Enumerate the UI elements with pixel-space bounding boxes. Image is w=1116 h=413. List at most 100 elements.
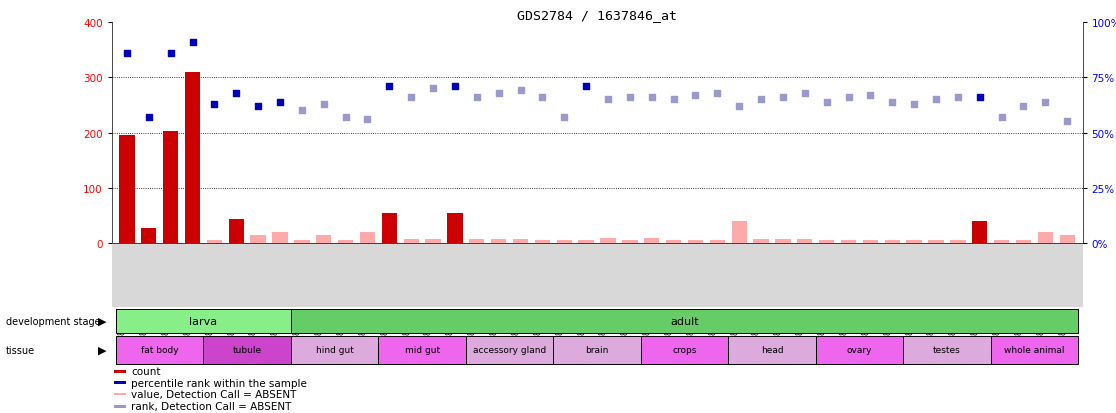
Bar bbox=[359, 233, 375, 244]
Point bbox=[402, 95, 420, 101]
Text: hind gut: hind gut bbox=[316, 346, 354, 354]
Text: rank, Detection Call = ABSENT: rank, Detection Call = ABSENT bbox=[131, 401, 291, 411]
Bar bbox=[316, 235, 331, 244]
Point bbox=[337, 114, 355, 121]
Bar bbox=[950, 241, 965, 244]
Bar bbox=[776, 239, 790, 244]
Bar bbox=[291, 336, 378, 364]
Point bbox=[162, 50, 180, 57]
Bar bbox=[291, 309, 1078, 333]
Bar bbox=[448, 213, 462, 244]
Bar bbox=[929, 241, 944, 244]
Point bbox=[775, 95, 792, 101]
Bar bbox=[578, 241, 594, 244]
Point bbox=[730, 103, 748, 110]
Bar bbox=[623, 241, 637, 244]
Text: accessory gland: accessory gland bbox=[473, 346, 546, 354]
Text: tubule: tubule bbox=[232, 346, 262, 354]
Text: ovary: ovary bbox=[847, 346, 873, 354]
Bar bbox=[465, 336, 554, 364]
Bar bbox=[903, 336, 991, 364]
Bar bbox=[163, 132, 179, 244]
Bar bbox=[535, 241, 550, 244]
Bar bbox=[469, 239, 484, 244]
Text: larva: larva bbox=[190, 316, 218, 326]
Bar bbox=[272, 233, 288, 244]
Bar bbox=[1016, 241, 1031, 244]
Point bbox=[796, 90, 814, 97]
Bar bbox=[710, 241, 725, 244]
Bar bbox=[732, 221, 747, 244]
Bar bbox=[991, 336, 1078, 364]
Bar bbox=[116, 309, 291, 333]
Bar bbox=[206, 241, 222, 244]
Point bbox=[884, 99, 902, 106]
Bar bbox=[114, 381, 126, 384]
Point bbox=[292, 108, 310, 114]
Bar bbox=[863, 241, 878, 244]
Point bbox=[862, 93, 879, 99]
Bar bbox=[114, 405, 126, 408]
Point bbox=[599, 97, 617, 103]
Point bbox=[118, 50, 136, 57]
Bar bbox=[906, 241, 922, 244]
Bar bbox=[141, 228, 156, 244]
Bar bbox=[557, 241, 571, 244]
Text: adult: adult bbox=[671, 316, 699, 326]
Point bbox=[490, 90, 508, 97]
Bar bbox=[554, 336, 641, 364]
Point bbox=[381, 83, 398, 90]
Point bbox=[971, 95, 989, 101]
Bar bbox=[1038, 233, 1054, 244]
Bar bbox=[382, 213, 397, 244]
Text: count: count bbox=[131, 366, 161, 376]
Point bbox=[1037, 99, 1055, 106]
Bar bbox=[338, 241, 354, 244]
Point bbox=[665, 97, 683, 103]
Point bbox=[839, 95, 857, 101]
Text: mid gut: mid gut bbox=[405, 346, 440, 354]
Point bbox=[271, 99, 289, 106]
Point bbox=[686, 93, 704, 99]
Point bbox=[752, 97, 770, 103]
Bar bbox=[885, 241, 899, 244]
Point bbox=[709, 90, 727, 97]
Point bbox=[1014, 103, 1032, 110]
Bar bbox=[687, 241, 703, 244]
Bar bbox=[513, 239, 528, 244]
Text: development stage: development stage bbox=[6, 316, 100, 326]
Title: GDS2784 / 1637846_at: GDS2784 / 1637846_at bbox=[517, 9, 677, 21]
Point bbox=[905, 101, 923, 108]
Point bbox=[358, 116, 376, 123]
Point bbox=[424, 86, 442, 93]
Point bbox=[446, 83, 464, 90]
Text: ▶: ▶ bbox=[97, 345, 106, 355]
Text: tissue: tissue bbox=[6, 345, 35, 355]
Bar bbox=[819, 241, 835, 244]
Bar bbox=[1059, 235, 1075, 244]
Bar bbox=[114, 393, 126, 395]
Point bbox=[620, 95, 638, 101]
Point bbox=[992, 114, 1010, 121]
Bar bbox=[119, 135, 135, 244]
Bar bbox=[250, 235, 266, 244]
Text: testes: testes bbox=[933, 346, 961, 354]
Bar bbox=[295, 241, 309, 244]
Point bbox=[315, 101, 333, 108]
Text: percentile rank within the sample: percentile rank within the sample bbox=[131, 377, 307, 387]
Point bbox=[228, 90, 246, 97]
Bar bbox=[753, 239, 769, 244]
Bar bbox=[116, 336, 203, 364]
Bar bbox=[378, 336, 465, 364]
Bar bbox=[641, 336, 729, 364]
Point bbox=[556, 114, 574, 121]
Text: fat body: fat body bbox=[141, 346, 179, 354]
Text: whole animal: whole animal bbox=[1004, 346, 1065, 354]
Bar bbox=[229, 220, 244, 244]
Point bbox=[818, 99, 836, 106]
Bar bbox=[114, 370, 126, 373]
Bar bbox=[425, 239, 441, 244]
Point bbox=[1058, 119, 1076, 126]
Point bbox=[511, 88, 529, 95]
Point bbox=[927, 97, 945, 103]
